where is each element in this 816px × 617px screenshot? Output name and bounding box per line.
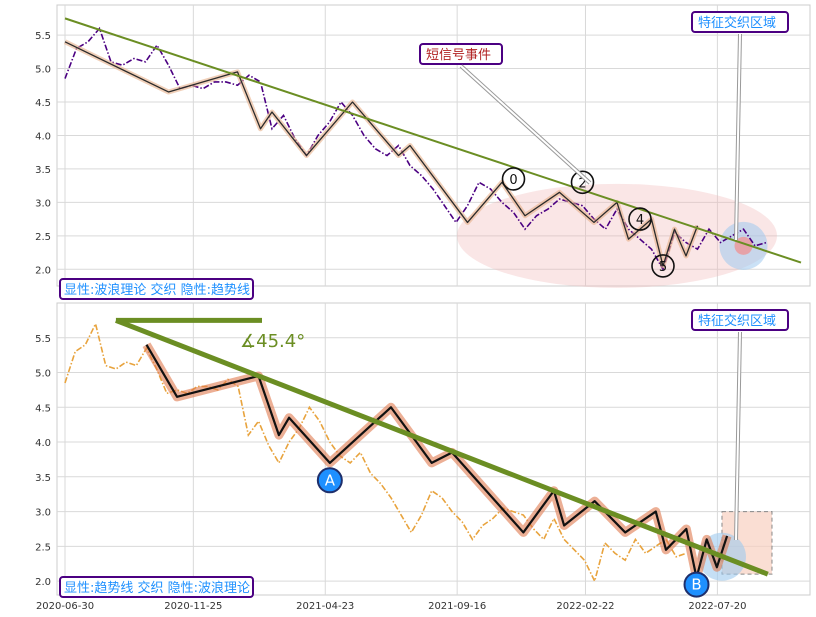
wave-marker-circle: [570, 170, 595, 195]
top-ytick-label: 5.0: [35, 65, 51, 76]
point-label-circle: [316, 467, 343, 494]
bottom-ytick-label: 4.5: [35, 403, 51, 414]
xtick-label: 2022-07-20: [688, 601, 746, 612]
xtick-label: 2021-09-16: [428, 601, 486, 612]
top-footer-box: [59, 278, 254, 300]
point-label-A: A: [325, 471, 336, 489]
top-ytick-label: 3.5: [35, 165, 51, 176]
wave-marker-label: 2: [578, 176, 586, 191]
bottom-trendline: [115, 318, 769, 577]
angle-label: ∡45.4°: [240, 331, 305, 352]
bottom-panel: 2.0 2.5 3.0 3.5 4.0 4.5 5.0 5.5 2020-06-30 2020-1…: [35, 302, 811, 612]
annotation-arrow: [735, 331, 741, 541]
xtick-label: 2020-11-25: [164, 601, 222, 612]
top-ytick-label: 3.0: [35, 198, 51, 209]
wave-marker-circle: [651, 254, 675, 278]
xtick-label: 2022-02-22: [556, 601, 614, 612]
bottom-ytick-label: 5.0: [35, 369, 51, 380]
annotation-box: [419, 43, 503, 65]
wave-marker-circle: [628, 207, 652, 231]
top-trendline: [64, 17, 802, 264]
top-ytick-label: 4.5: [35, 98, 51, 109]
top-panel: 2.0 2.5 3.0 3.5 4.0 4.5 5.0 5.5 0 2 4 5 短信号事件 特征交织区域显…: [35, 4, 811, 300]
point-label-circle: [683, 571, 710, 598]
annotation-box: [691, 11, 789, 33]
annotation-arrow: [735, 33, 741, 241]
top-ytick-label: 4.0: [35, 131, 51, 142]
top-footer-label: 显性:波浪理论 交织 隐性:趋势线: [64, 282, 250, 298]
bottom-footer-box: [59, 576, 254, 598]
wave-marker-label: 0: [509, 173, 517, 188]
wave-marker-label: 5: [659, 260, 667, 275]
bottom-ytick-label: 5.5: [35, 334, 51, 345]
top-ytick-label: 2.0: [35, 265, 51, 276]
bottom-ytick-label: 4.0: [35, 438, 51, 449]
xtick-label: 2020-06-30: [36, 601, 94, 612]
annotation-text: 特征交织区域: [698, 313, 776, 329]
xtick-label: 2021-04-23: [296, 601, 354, 612]
wave-marker-circle: [501, 167, 526, 191]
bottom-price-line: [64, 321, 687, 584]
annotation-text: 特征交织区域: [698, 15, 776, 31]
wave-marker-label: 4: [636, 213, 644, 228]
annotation-box: [691, 309, 789, 331]
annotation-text: 短信号事件: [426, 48, 491, 63]
bottom-footer-label: 显性:趋势线 交织 隐性:波浪理论: [64, 580, 250, 596]
bottom-plot-frame: [56, 302, 811, 596]
bottom-ytick-label: 3.5: [35, 473, 51, 484]
top-ytick-label: 2.5: [35, 232, 51, 243]
point-label-B: B: [691, 576, 701, 594]
top-wave-line: [64, 41, 699, 267]
bottom-ytick-label: 2.5: [35, 542, 51, 553]
annotation-arrow: [460, 65, 591, 184]
top-ytick-label: 5.5: [35, 31, 51, 42]
bottom-ytick-label: 2.0: [35, 577, 51, 588]
bottom-ytick-label: 3.0: [35, 508, 51, 519]
